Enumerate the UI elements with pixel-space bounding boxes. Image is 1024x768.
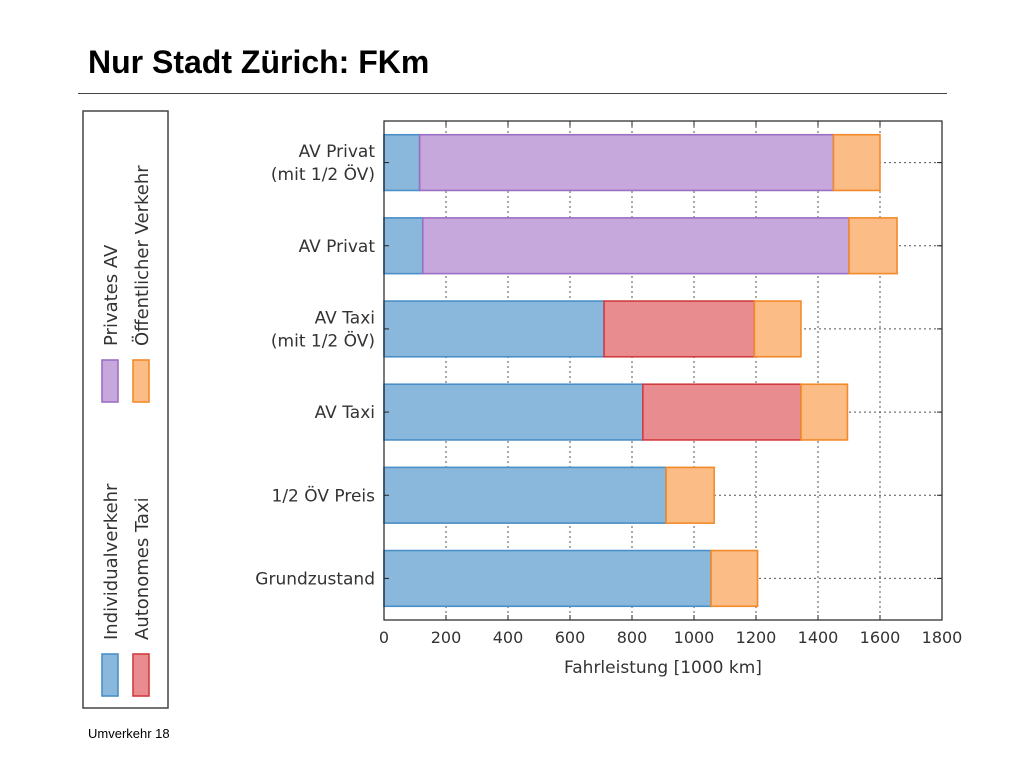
y-tick-label-line: (mit 1/2 ÖV) <box>271 329 375 351</box>
bar-individualverkehr <box>383 549 712 608</box>
legend-box <box>82 110 169 709</box>
x-tick-label: 0 <box>379 628 389 647</box>
bar-individualverkehr <box>383 133 421 192</box>
y-tick-label-line: Grundzustand <box>255 569 375 589</box>
bar-ffentlicher-verkehr <box>753 300 802 358</box>
footer-text: Umverkehr 18 <box>88 726 170 741</box>
plot-frame <box>383 120 943 621</box>
bars <box>383 133 898 608</box>
legend-swatch-individualverkehr <box>101 653 119 697</box>
y-tick-label: AV Taxi (mit 1/2 ÖV) <box>271 308 375 351</box>
bar-ffentlicher-verkehr <box>832 133 881 192</box>
y-tick-label: AV Privat <box>299 237 376 257</box>
legend-swatch-ffentlicher-verkehr <box>132 359 150 403</box>
legend-label-privates-av: Privates AV <box>101 244 122 346</box>
x-tick-label: 1200 <box>736 628 777 647</box>
x-tick-label: 600 <box>555 628 586 647</box>
bar-ffentlicher-verkehr <box>710 549 759 608</box>
legend-label-ffentlicher-verkehr: Öffentlicher Verkehr <box>131 165 153 346</box>
bar-autonomes-taxi <box>603 300 756 358</box>
y-tick-label-line: AV Privat <box>299 142 376 162</box>
y-tick-label-line: 1/2 ÖV Preis <box>272 484 376 506</box>
bar-individualverkehr <box>383 466 667 524</box>
bar-ffentlicher-verkehr <box>800 383 849 441</box>
legend-swatch-privates-av <box>101 359 119 403</box>
x-tick-label: 400 <box>493 628 524 647</box>
title-divider <box>78 93 947 94</box>
y-tick-label: AV Privat (mit 1/2 ÖV) <box>271 142 375 185</box>
bar-individualverkehr <box>383 217 424 275</box>
legend-label-individualverkehr: Individualverkehr <box>101 483 122 640</box>
y-tick-label: Grundzustand <box>255 569 375 589</box>
legend-label-autonomes-taxi: Autonomes Taxi <box>132 497 153 640</box>
x-tick-label: 800 <box>617 628 648 647</box>
y-tick-label: 1/2 ÖV Preis <box>272 484 376 506</box>
y-tick-label-line: (mit 1/2 ÖV) <box>271 163 375 185</box>
y-tick-label-line: AV Taxi <box>315 308 375 328</box>
y-tick-label-line: AV Privat <box>299 237 376 257</box>
slide-title: Nur Stadt Zürich: FKm <box>88 44 430 80</box>
bar-individualverkehr <box>383 300 605 358</box>
grid <box>383 121 943 620</box>
bar-individualverkehr <box>383 383 644 441</box>
bar-privates-av <box>421 217 850 275</box>
x-tick-label: 1400 <box>798 628 839 647</box>
x-tick-label: 1600 <box>860 628 901 647</box>
bar-ffentlicher-verkehr <box>848 217 898 275</box>
legend: Individualverkehr Autonomes Taxi Privates … <box>82 110 169 709</box>
bar-autonomes-taxi <box>642 383 802 441</box>
x-axis-label: Fahrleistung [1000 km] <box>564 658 762 678</box>
axes: 0 200 400 600 800 1000 1200 1400 1600 1800 Fahrlei… <box>255 120 963 678</box>
x-tick-label: 1800 <box>922 628 963 647</box>
legend-swatch-autonomes-taxi <box>132 653 150 697</box>
x-tick-label: 1000 <box>674 628 715 647</box>
x-tick-label: 200 <box>431 628 462 647</box>
bar-ffentlicher-verkehr <box>665 466 715 524</box>
bar-privates-av <box>418 133 835 192</box>
y-tick-label-line: AV Taxi <box>315 403 375 423</box>
y-tick-label: AV Taxi <box>315 403 375 423</box>
